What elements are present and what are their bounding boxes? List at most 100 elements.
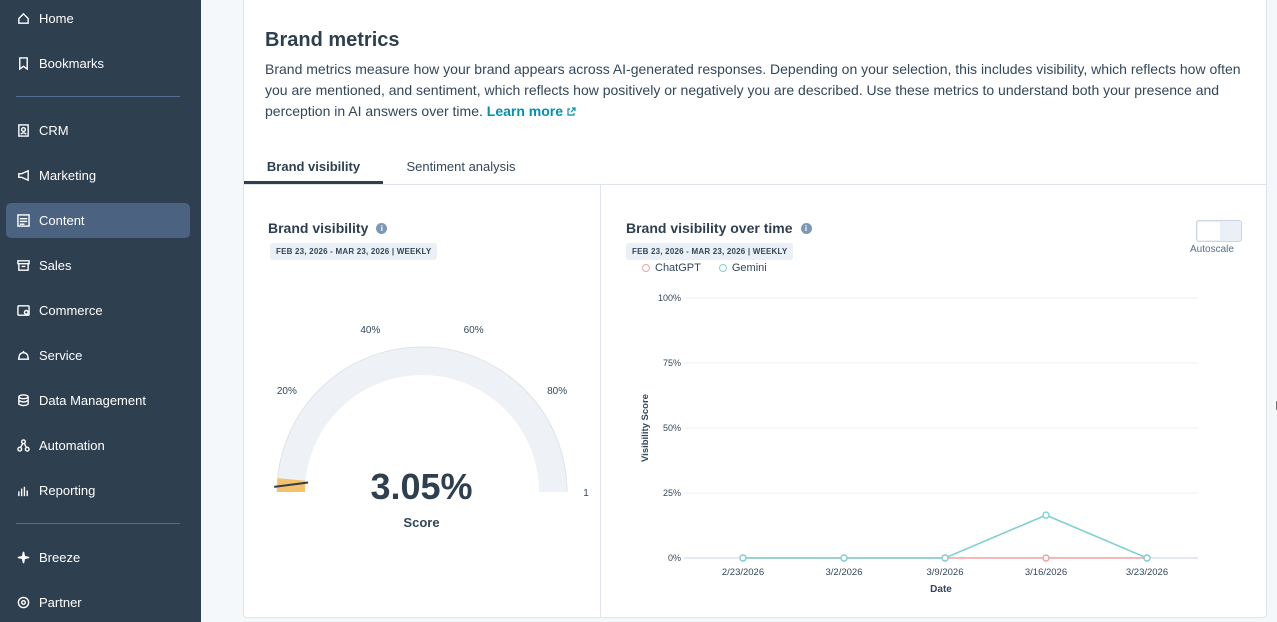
database-icon — [16, 394, 30, 408]
data-point-gemini — [1143, 554, 1151, 562]
sidebar-item-breeze[interactable]: Breeze — [6, 540, 190, 575]
megaphone-icon — [16, 169, 30, 183]
content-icon — [16, 214, 30, 228]
data-point-gemini — [739, 554, 747, 562]
description-text: Brand metrics measure how your brand app… — [265, 61, 1241, 119]
data-point-chatgpt — [1042, 554, 1050, 562]
learn-more-link[interactable]: Learn more — [487, 103, 576, 119]
y-tick-label: 25% — [663, 488, 681, 498]
data-point-gemini — [840, 554, 848, 562]
brand-metrics-card: Brand metrics Brand metrics measure how … — [243, 0, 1277, 618]
sidebar-item-data-management[interactable]: Data Management — [6, 383, 190, 418]
page-description: Brand metrics measure how your brand app… — [265, 59, 1245, 122]
legend-marker-chatgpt — [642, 264, 650, 272]
sidebar-item-label: Automation — [39, 438, 105, 453]
gauge-title-text: Brand visibility — [268, 220, 369, 236]
sidebar-item-automation[interactable]: Automation — [6, 428, 190, 463]
panel-divider — [600, 185, 601, 618]
partner-icon — [16, 596, 30, 610]
series-line-gemini — [743, 514, 1148, 559]
y-tick-label: 100% — [658, 293, 681, 303]
legend-label: ChatGPT — [655, 262, 701, 274]
line-title-text: Brand visibility over time — [626, 220, 793, 236]
sidebar-item-partner[interactable]: Partner — [6, 585, 190, 620]
sparkle-icon — [16, 551, 30, 565]
data-point-gemini — [1042, 511, 1050, 519]
legend-marker-gemini — [718, 264, 727, 272]
gauge-tick-label: 20% — [277, 386, 297, 397]
external-link-icon — [567, 107, 576, 116]
gauge-needle — [274, 481, 309, 488]
y-axis-title: Visibility Score — [640, 394, 651, 462]
tab-divider — [244, 184, 1266, 185]
legend-item-gemini[interactable]: Gemini — [718, 262, 767, 274]
info-icon[interactable]: i — [376, 222, 388, 234]
sidebar-item-home[interactable]: Home — [6, 1, 190, 36]
x-tick-label: 3/2/2026 — [826, 567, 863, 578]
home-icon — [16, 12, 30, 26]
sidebar: Home Bookmarks CRM Marketing Content Sal… — [0, 0, 201, 622]
sidebar-item-label: Marketing — [39, 168, 97, 183]
tab-brand-visibility[interactable]: Brand visibility — [244, 147, 383, 185]
x-tick-label: 3/23/2026 — [1126, 567, 1168, 578]
y-tick-label: 75% — [663, 358, 681, 368]
tab-sentiment-analysis[interactable]: Sentiment analysis — [394, 147, 528, 185]
sidebar-item-sales[interactable]: Sales — [6, 248, 190, 283]
sidebar-item-label: Commerce — [39, 303, 103, 318]
info-icon[interactable]: i — [800, 222, 812, 234]
sidebar-item-label: Service — [39, 348, 83, 363]
line-panel-title: Brand visibility over time i — [626, 220, 812, 236]
chart-legend: ChatGPT Gemini — [642, 262, 785, 274]
sales-icon — [16, 259, 30, 273]
sidebar-divider — [16, 96, 180, 97]
sidebar-item-label: Content — [39, 213, 85, 228]
commerce-icon — [16, 304, 30, 318]
active-tab-indicator — [244, 181, 383, 184]
tab-label: Brand visibility — [266, 158, 361, 174]
gauge-tick-label: 60% — [464, 325, 484, 336]
autoscale-label: Autoscale — [1190, 244, 1234, 255]
gauge-tick-label: 1 — [583, 488, 589, 499]
sidebar-item-label: Partner — [39, 595, 82, 610]
sidebar-item-label: CRM — [39, 123, 69, 138]
service-icon — [16, 349, 30, 363]
gauge-date-range-badge: FEB 23, 2026 - MAR 23, 2026 | WEEKLY — [270, 243, 438, 260]
sidebar-item-marketing[interactable]: Marketing — [6, 158, 190, 193]
legend-label: Gemini — [731, 262, 767, 274]
sidebar-item-label: Breeze — [39, 550, 81, 565]
gauge-tick-label: 80% — [547, 386, 567, 397]
sidebar-item-service[interactable]: Service — [6, 338, 190, 373]
sidebar-item-label: Data Management — [39, 393, 146, 408]
legend-item-chatgpt[interactable]: ChatGPT — [642, 262, 701, 274]
automation-icon — [16, 439, 30, 453]
sidebar-item-label: Bookmarks — [39, 56, 105, 71]
sidebar-item-label: Sales — [39, 258, 72, 273]
contacts-icon — [16, 124, 30, 138]
gauge-score-label: Score — [403, 515, 440, 530]
reporting-icon — [16, 484, 30, 498]
autoscale-toggle[interactable] — [1196, 220, 1242, 242]
gauge-track-outline — [276, 346, 568, 493]
sidebar-item-reporting[interactable]: Reporting — [6, 473, 190, 508]
toggle-knob — [1198, 222, 1220, 240]
x-tick-label: 3/9/2026 — [927, 567, 964, 578]
sidebar-item-label: Reporting — [39, 483, 96, 498]
sidebar-item-commerce[interactable]: Commerce — [6, 293, 190, 328]
sidebar-item-label: Home — [39, 11, 74, 26]
sidebar-item-bookmarks[interactable]: Bookmarks — [6, 46, 190, 81]
sidebar-item-content[interactable]: Content — [6, 203, 190, 238]
data-point-gemini — [941, 554, 949, 562]
gauge-score-value: 3.05% — [370, 466, 473, 507]
x-axis-title: Date — [930, 584, 952, 595]
x-tick-label: 2/23/2026 — [722, 567, 764, 578]
y-tick-label: 0% — [668, 553, 681, 563]
line-date-range-badge: FEB 23, 2026 - MAR 23, 2026 | WEEKLY — [626, 243, 794, 260]
gauge-panel-title: Brand visibility i — [268, 220, 388, 236]
sidebar-item-crm[interactable]: CRM — [6, 113, 190, 148]
x-tick-label: 3/16/2026 — [1025, 567, 1067, 578]
y-tick-label: 50% — [663, 423, 681, 433]
line-chart: 100% 75% 50% 25% 0% 2/23/2026 3/2/2026 3/9/2026… — [640, 293, 1198, 595]
page-title: Brand metrics — [265, 29, 400, 51]
tab-label: Sentiment analysis — [406, 158, 516, 174]
sidebar-divider — [16, 523, 180, 524]
